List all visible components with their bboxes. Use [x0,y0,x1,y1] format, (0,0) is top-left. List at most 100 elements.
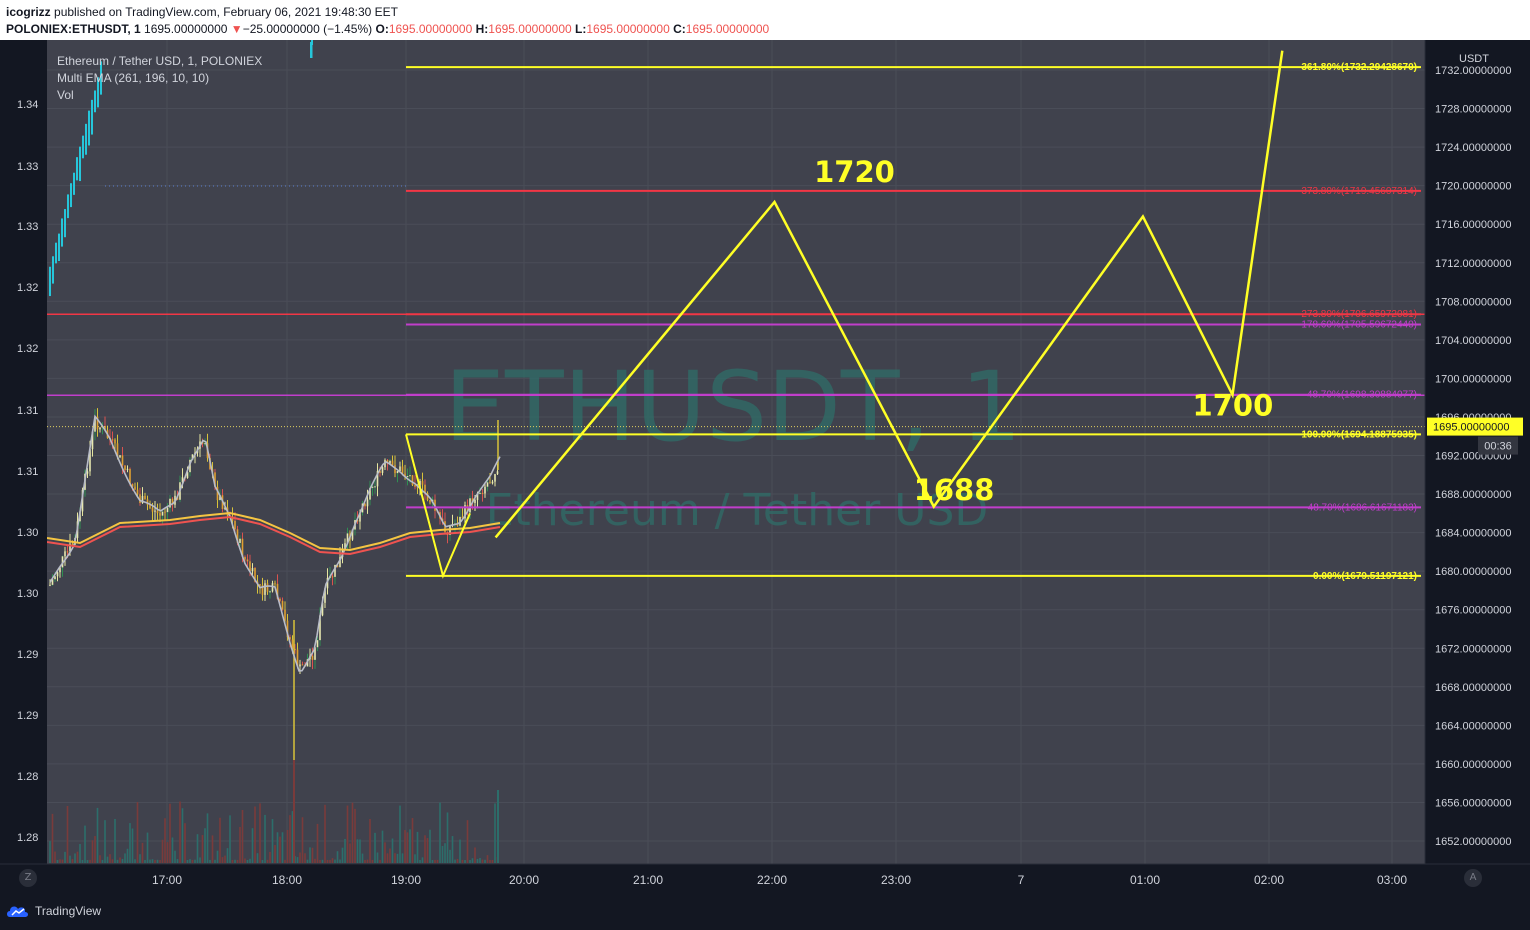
volume-bar [481,859,484,863]
volume-bar [154,859,156,863]
bull-candle [61,218,63,247]
candle-body [374,486,376,488]
price-axis-tick-label: 1712.00000000 [1435,258,1511,270]
candle-body [394,465,396,474]
volume-bar [221,857,224,863]
volume-bar [449,849,451,863]
candle-body [406,476,409,478]
fib-level-label: 100.00%(1694.18875935) [1301,429,1417,440]
volume-bar [431,859,434,863]
volume-bar [74,853,76,863]
fib-level-label: 0.00%(1679.51197121) [1313,571,1417,582]
volume-bar [274,845,276,863]
candle-body [224,507,226,509]
volume-bar [166,842,169,863]
legend-indicator[interactable]: Multi EMA (261, 196, 10, 10) [57,71,210,85]
volume-bar [201,835,204,863]
volume-bar-spike [293,760,295,863]
volume-bar [141,842,144,863]
volume-bar [399,805,401,863]
volume-bar [161,839,164,863]
bull-candle [70,183,72,208]
volume-bar [479,858,481,863]
volume-bar [234,859,236,863]
volume-bar [254,806,256,863]
volume-bar [49,841,51,863]
volume-bar [466,820,469,863]
volume-bar [259,803,261,863]
last-price: 1695.00000000 [144,22,228,36]
candle-body [54,576,56,580]
volume-bar [461,859,464,863]
candle-body [151,507,154,512]
current-price-tag [1427,417,1523,436]
volume-bar [119,857,121,863]
volume-bar [419,859,421,863]
candle-body [311,655,314,660]
bull-candle [100,61,102,95]
left-axis-tick-label: 1.31 [17,405,38,417]
author-name[interactable]: icogrizz [6,5,51,19]
volume-bar [86,859,89,863]
volume-bar [246,860,249,863]
volume-bar [171,837,174,863]
volume-bar [444,843,446,863]
candle-body [126,468,129,470]
candle-body [334,564,336,577]
volume-bar [236,859,239,863]
candle-body [494,474,496,482]
price-annotation: 1688 [914,473,995,507]
volume-bar [436,859,439,863]
volume-bar [209,859,211,863]
candle-body [414,485,416,487]
candle-body [421,481,424,485]
candle-body [166,507,169,513]
volume-bar [279,836,281,863]
time-axis-tick-label: 21:00 [633,873,663,887]
price-axis-tick-label: 1676.00000000 [1435,605,1511,617]
candle-body [116,443,119,458]
candle-body [64,551,66,557]
volume-bar [61,859,64,863]
bull-candle [91,99,93,135]
chart-area[interactable]: ETHUSDT, 1 Ethereum / Tether USD 361.80%(1… [0,40,1530,897]
candle-body [111,439,114,441]
candle-body [69,543,71,552]
volume-bar [326,859,329,863]
left-axis-tick-label: 1.33 [17,221,38,233]
legend-volume[interactable]: Vol [57,88,74,102]
tradingview-logo[interactable]: TradingView [6,904,101,918]
fib-level-label: 373.80%(1719.45607314) [1301,186,1417,197]
bull-candle [82,135,84,159]
open-value: 1695.00000000 [388,22,473,36]
tradingview-brand: TradingView [35,904,102,918]
candle-body [464,505,466,519]
bull-candle [88,110,90,146]
volume-bar [359,839,361,863]
close-value: 1695.00000000 [685,22,770,36]
volume-bar [376,852,379,863]
candle-body [171,498,174,505]
price-axis-tick-label: 1704.00000000 [1435,335,1511,347]
left-axis-tick-label: 1.32 [17,282,38,294]
candle-body [264,583,266,595]
legend-title[interactable]: Ethereum / Tether USD, 1, POLONIEX [57,54,263,68]
auto-scale-button[interactable]: A [1464,869,1482,887]
candle-body [214,472,216,487]
volume-bar [349,843,351,863]
symbol-label[interactable]: POLONIEX:ETHUSDT, 1 [6,22,141,36]
time-axis-tick-label: 20:00 [509,873,539,887]
volume-bar [89,859,91,863]
timezone-button[interactable]: Z [19,869,37,887]
ema-slow-red-line [46,515,501,556]
candle-body [289,637,291,640]
price-annotation: 1700 [1193,388,1274,422]
countdown-label: 00:36 [1484,441,1512,453]
volume-bar [321,859,324,863]
volume-bar-last [497,790,499,863]
chart-legend: Ethereum / Tether USD, 1, POLONIEX Multi… [57,53,262,104]
time-axis-tick-label: 7 [1018,873,1025,887]
chart-canvas[interactable]: ETHUSDT, 1 Ethereum / Tether USD 361.80%(1… [0,40,1530,897]
volume-bar [411,818,414,863]
volume-bar [396,853,399,863]
